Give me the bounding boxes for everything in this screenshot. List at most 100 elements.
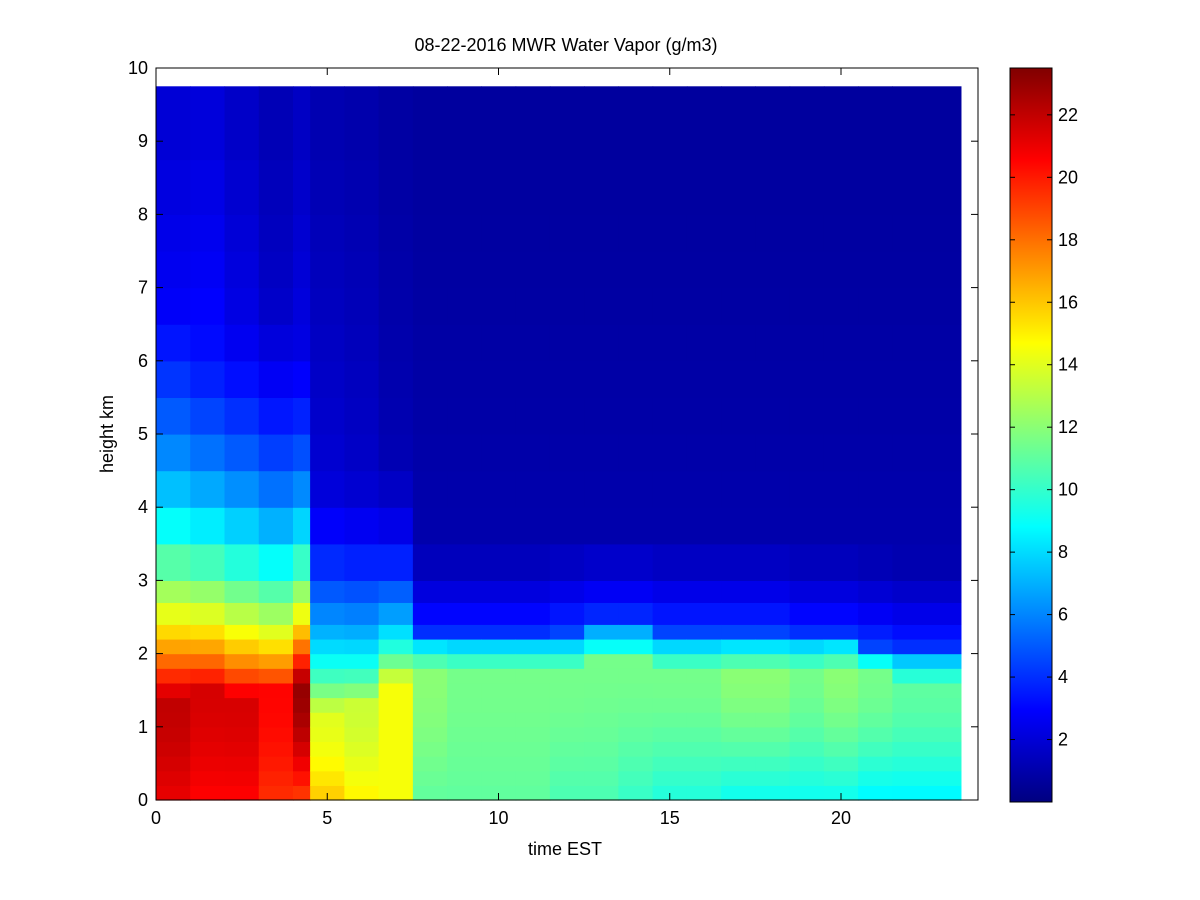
- heatmap-cell: [481, 741, 517, 757]
- heatmap-cell: [721, 726, 756, 743]
- heatmap-cell: [515, 638, 551, 655]
- heatmap-cell: [584, 324, 619, 362]
- heatmap-cell: [344, 624, 380, 640]
- heatmap-cell: [412, 434, 448, 472]
- heatmap-cell: [412, 785, 448, 801]
- heatmap-cell: [686, 324, 722, 362]
- heatmap-cell: [481, 507, 517, 545]
- heatmap-cell: [224, 653, 260, 669]
- heatmap-cell: [789, 287, 825, 325]
- heatmap-cell: [190, 712, 226, 728]
- heatmap-cell: [618, 668, 654, 684]
- heatmap-cell: [293, 638, 311, 655]
- chart-title: 08-22-2016 MWR Water Vapor (g/m3): [414, 35, 717, 55]
- heatmap-cell: [584, 507, 619, 545]
- heatmap-cell: [858, 543, 893, 581]
- heatmap-cell: [721, 741, 756, 757]
- heatmap-cell: [310, 159, 345, 215]
- heatmap-cell: [549, 638, 585, 655]
- heatmap-cell: [892, 214, 962, 252]
- heatmap-cell: [190, 638, 226, 655]
- heatmap-cell: [892, 507, 962, 545]
- heatmap-cell: [823, 770, 859, 786]
- heatmap-cell: [344, 397, 380, 435]
- heatmap-cell: [652, 712, 688, 728]
- heatmap-cell: [618, 434, 654, 472]
- heatmap-cell: [258, 741, 294, 757]
- heatmap-cell: [258, 697, 294, 713]
- heatmap-cell: [447, 726, 482, 743]
- heatmap-cell: [755, 741, 791, 757]
- heatmap-cell: [447, 470, 482, 508]
- heatmap-cell: [858, 682, 893, 699]
- heatmap-cell: [686, 697, 722, 713]
- heatmap-cell: [686, 287, 722, 325]
- heatmap-cell: [721, 397, 756, 435]
- heatmap-cell: [652, 360, 688, 398]
- heatmap-cell: [686, 434, 722, 472]
- heatmap-cell: [224, 507, 260, 545]
- heatmap-cell: [652, 668, 688, 684]
- heatmap-cell: [344, 543, 380, 581]
- heatmap-cell: [549, 668, 585, 684]
- heatmap-cell: [549, 251, 585, 289]
- heatmap-cell: [344, 638, 380, 655]
- heatmap-cell: [721, 360, 756, 398]
- heatmap-cell: [755, 470, 791, 508]
- heatmap-cell: [224, 543, 260, 581]
- heatmap-cell: [823, 712, 859, 728]
- heatmap-cell: [515, 580, 551, 603]
- heatmap-cell: [412, 668, 448, 684]
- heatmap-cell: [618, 756, 654, 772]
- x-tick-label: 20: [831, 808, 851, 828]
- heatmap-cell: [293, 756, 311, 772]
- heatmap-cell: [481, 638, 517, 655]
- heatmap-cell: [549, 214, 585, 252]
- heatmap-cell: [584, 543, 619, 581]
- heatmap-cell: [378, 668, 414, 684]
- heatmap-cell: [823, 785, 859, 801]
- heatmap-cell: [652, 624, 688, 640]
- heatmap-cell: [549, 653, 585, 669]
- heatmap-cell: [755, 756, 791, 772]
- heatmap-cells: [156, 86, 962, 801]
- heatmap-cell: [892, 602, 962, 625]
- heatmap-cell: [686, 712, 722, 728]
- heatmap-cell: [515, 360, 551, 398]
- heatmap-cell: [755, 682, 791, 699]
- heatmap-cell: [789, 214, 825, 252]
- heatmap-cell: [224, 756, 260, 772]
- heatmap-cell: [584, 682, 619, 699]
- heatmap-cell: [156, 712, 191, 728]
- heatmap-cell: [858, 756, 893, 772]
- heatmap-cell: [190, 770, 226, 786]
- heatmap-cell: [789, 470, 825, 508]
- heatmap-cell: [652, 251, 688, 289]
- heatmap-cell: [378, 397, 414, 435]
- heatmap-cell: [823, 697, 859, 713]
- heatmap-cell: [686, 682, 722, 699]
- heatmap-cell: [584, 602, 619, 625]
- heatmap-cell: [755, 668, 791, 684]
- heatmap-cell: [686, 624, 722, 640]
- heatmap-cell: [258, 214, 294, 252]
- heatmap-cell: [293, 251, 311, 289]
- heatmap-cell: [190, 214, 226, 252]
- heatmap-cell: [721, 756, 756, 772]
- heatmap-cell: [378, 741, 414, 757]
- heatmap-cell: [258, 251, 294, 289]
- heatmap-cell: [789, 434, 825, 472]
- heatmap-cell: [892, 638, 962, 655]
- x-tick-label: 0: [151, 808, 161, 828]
- heatmap-cell: [584, 360, 619, 398]
- heatmap-cell: [344, 770, 380, 786]
- heatmap-cell: [823, 543, 859, 581]
- heatmap-cell: [721, 214, 756, 252]
- heatmap-cell: [190, 287, 226, 325]
- heatmap-cell: [515, 668, 551, 684]
- heatmap-cell: [447, 287, 482, 325]
- heatmap-cell: [755, 770, 791, 786]
- heatmap-cell: [156, 638, 191, 655]
- heatmap-cell: [858, 324, 893, 362]
- heatmap-cell: [293, 214, 311, 252]
